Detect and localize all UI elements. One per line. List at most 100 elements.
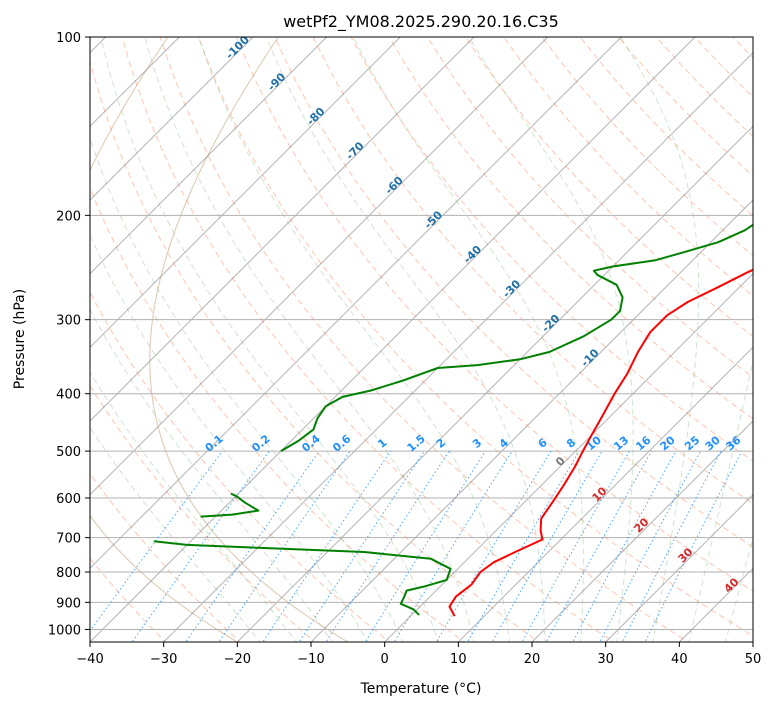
x-axis-label: Temperature (°C) [360, 681, 482, 697]
dry-adiabat [159, 37, 690, 642]
isotherm [310, 199, 753, 642]
x-tick-label: 40 [671, 652, 688, 667]
dry-adiabat [388, 37, 753, 420]
isotherm [90, 37, 622, 570]
tan-curve [90, 37, 239, 642]
dewpoint-profile-line [200, 492, 260, 518]
mixing-ratio-line [599, 450, 701, 642]
moist-adiabat [90, 371, 297, 642]
mixing-ratio-label: 36 [724, 433, 744, 453]
mixing-ratio-line [466, 450, 580, 642]
dry-adiabat [656, 37, 753, 138]
mixing-ratio-line [435, 450, 552, 642]
isotherm-label: -90 [265, 70, 288, 93]
mixing-ratio-line [621, 450, 722, 642]
profile-series [153, 223, 753, 617]
mixing-ratio-line [644, 450, 743, 642]
isotherm [752, 641, 753, 642]
dry-adiabat [732, 37, 753, 59]
y-tick-label: 1000 [48, 623, 81, 638]
x-tick-label: 20 [524, 652, 541, 667]
mixing-ratio-line [572, 450, 677, 642]
temperature-profile-line [448, 268, 753, 617]
dry-adiabat [694, 37, 753, 98]
mixing-ratio-line [298, 450, 425, 642]
mixing-ratio-line [131, 450, 270, 642]
plot-frame [89, 36, 754, 643]
dry-adiabat [90, 291, 391, 642]
isotherm-label: -70 [343, 139, 366, 162]
y-tick-label: 700 [56, 532, 81, 547]
x-tick-label: 50 [745, 652, 762, 667]
x-tick-label: −40 [76, 652, 103, 667]
moist-adiabat-label: 30 [676, 545, 696, 565]
isotherm [531, 420, 753, 642]
isotherm-label: -60 [383, 174, 406, 197]
isotherm [384, 272, 753, 642]
isotherm [605, 493, 753, 642]
moist-adiabat-label: 10 [590, 484, 610, 504]
mixing-ratio-label: 13 [611, 434, 631, 454]
isotherm [90, 37, 254, 201]
mixing-ratio-label: 8 [564, 436, 578, 451]
x-tick-label: −10 [297, 652, 324, 667]
dry-adiabat [90, 186, 465, 642]
y-tick-label: 800 [56, 566, 81, 581]
mixing-ratio-label: 30 [703, 433, 723, 453]
isotherm-label: -30 [500, 277, 523, 300]
moist-adiabat [100, 37, 440, 642]
dry-adiabat [90, 384, 316, 642]
moist-adiabat [265, 37, 546, 642]
isotherm [678, 567, 753, 642]
mixing-ratio-line [393, 450, 513, 642]
y-tick-label: 600 [56, 492, 81, 507]
x-tick-label: −20 [224, 652, 251, 667]
background-lines [90, 37, 753, 642]
y-axis-label: Pressure (hPa) [12, 289, 28, 389]
dewpoint-profile-line [153, 540, 452, 616]
dry-adiabat [236, 37, 753, 592]
mixing-ratio-label: 2 [434, 436, 448, 451]
dry-adiabat [426, 37, 753, 378]
dry-adiabat [541, 37, 753, 257]
moist-adiabat [688, 358, 753, 642]
isotherm [163, 51, 753, 642]
x-tick-label: 0 [381, 652, 389, 667]
dry-adiabat [350, 37, 753, 462]
y-tick-label: 500 [56, 445, 81, 460]
x-tick-label: 30 [597, 652, 614, 667]
dry-adiabat [312, 37, 753, 505]
isotherm [90, 37, 475, 422]
mixing-ratio-label: 1 [375, 436, 389, 451]
dry-adiabat [274, 37, 753, 548]
y-tick-label: 300 [56, 314, 81, 329]
x-tick-label: −30 [150, 652, 177, 667]
isotherm [90, 37, 549, 496]
axes: −40 −30 −20 −10 0 10 20 30 40 50 100 200 300 400 500 60… [48, 31, 761, 667]
y-tick-label: 200 [56, 209, 81, 224]
moist-adiabat [90, 308, 333, 642]
y-tick-label: 400 [56, 388, 81, 403]
mixing-ratio-label: 25 [682, 434, 702, 454]
isotherm [457, 346, 753, 642]
mixing-ratio-label: 20 [658, 433, 678, 453]
y-tick-label: 900 [56, 596, 81, 611]
chart-title: wetPf2_YM08.2025.290.20.16.C35 [283, 12, 559, 32]
isotherm [236, 125, 753, 642]
dry-adiabat [198, 37, 753, 637]
moist-adiabat-label: 20 [632, 515, 652, 535]
moist-adiabat [90, 426, 261, 642]
x-tick-label: 10 [450, 652, 467, 667]
y-tick-label: 100 [56, 31, 81, 46]
mixing-ratio-label: 6 [536, 436, 550, 451]
mixing-ratio-line [90, 450, 223, 632]
isotherm [90, 37, 696, 642]
isotherm [90, 37, 328, 275]
dewpoint-profile-line [280, 223, 753, 452]
isotherm-label: -20 [539, 312, 562, 335]
moist-adiabat [90, 233, 369, 642]
isotherm-label: -10 [578, 346, 601, 369]
isotherm-label: -40 [461, 243, 484, 266]
mixing-ratio-line [218, 450, 351, 642]
